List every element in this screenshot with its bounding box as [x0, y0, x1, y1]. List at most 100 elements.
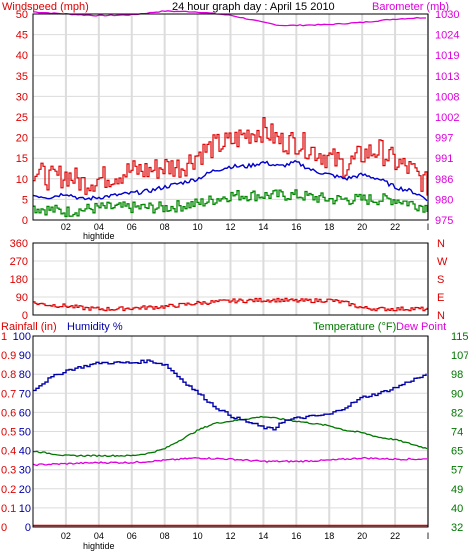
- windspeed-tick-label: 10: [16, 174, 28, 186]
- humidity-tick-label: 40: [19, 446, 31, 458]
- humidity-tick-label: 70: [19, 388, 31, 400]
- direction-line: [33, 297, 428, 312]
- x-tick-label: 08: [160, 222, 170, 232]
- panel-humidity-temperature-frame: [32, 335, 429, 528]
- barometer-tick-label: 991: [435, 153, 453, 165]
- compass-tick-label: S: [437, 274, 444, 286]
- x-tick-label: 16: [291, 531, 301, 541]
- barometer-tick-label: 975: [435, 215, 453, 227]
- x-tick-label: I: [427, 531, 430, 541]
- temperature-tick-label: 49: [451, 484, 463, 496]
- barometer-tick-label: 986: [435, 174, 453, 186]
- direction-tick-label: 90: [16, 292, 28, 304]
- barometer-tick-label: 1030: [435, 9, 459, 21]
- windspeed-tick-label: 20: [16, 133, 28, 145]
- compass-tick-label: N: [437, 238, 445, 250]
- barometer-tick-label: 1002: [435, 112, 459, 124]
- temperature-tick-label: 107: [451, 350, 468, 362]
- temperature-axis-label: Temperature (°F): [313, 321, 396, 333]
- x-tick-label: I: [427, 222, 430, 232]
- direction-tick-label: 0: [22, 310, 28, 322]
- x-tick-label: 20: [357, 531, 367, 541]
- x-tick-label: 04: [94, 222, 104, 232]
- x-tick-label: 16: [291, 222, 301, 232]
- x-tick-label: 18: [324, 531, 334, 541]
- humidity-tick-label: 20: [19, 484, 31, 496]
- rainfall-axis-label: Rainfall (in): [1, 321, 57, 333]
- temperature-tick-label: 90: [451, 388, 463, 400]
- humidity-tick-label: 60: [19, 407, 31, 419]
- humidity-tick-label: 0: [25, 522, 31, 534]
- x-tick-label: 04: [94, 531, 104, 541]
- humidity-tick-label: 100: [13, 331, 31, 343]
- temperature-tick-label: 32: [451, 522, 463, 534]
- rainfall-tick-label: 0.1: [1, 503, 16, 515]
- rainfall-tick-label: 0.5: [1, 427, 16, 439]
- hightide-label-bottom: hightide: [83, 541, 115, 551]
- humidity-tick-label: 10: [19, 503, 31, 515]
- humidity-tick-label: 50: [19, 427, 31, 439]
- x-tick-label: 08: [160, 531, 170, 541]
- barometer-line: [32, 10, 426, 27]
- barometer-tick-label: 980: [435, 194, 453, 206]
- windspeed-tick-label: 30: [16, 91, 28, 103]
- compass-tick-label: N: [437, 310, 445, 322]
- rainfall-tick-label: 1: [1, 331, 7, 343]
- temperature-tick-label: 98: [451, 369, 463, 381]
- hightide-label-top: hightide: [83, 231, 115, 241]
- humidity-tick-label: 80: [19, 369, 31, 381]
- x-tick-label: 06: [127, 531, 137, 541]
- temperature-line: [33, 415, 428, 458]
- x-tick-label: 14: [258, 531, 268, 541]
- humidity-tick-label: 30: [19, 465, 31, 477]
- panel-wind-direction-frame: [32, 242, 429, 316]
- compass-tick-label: W: [437, 256, 448, 268]
- humidity-tick-label: 90: [19, 350, 31, 362]
- panel-wind-barometer-frame: [32, 13, 429, 221]
- temperature-tick-label: 65: [451, 446, 463, 458]
- windspeed-tick-label: 0: [22, 215, 28, 227]
- rainfall-tick-label: 0.3: [1, 465, 16, 477]
- x-tick-label: 02: [61, 531, 71, 541]
- rainfall-tick-label: 0: [1, 522, 7, 534]
- barometer-tick-label: 997: [435, 133, 453, 145]
- chart-title: 24 hour graph day : April 15 2010: [172, 1, 335, 13]
- direction-tick-label: 270: [10, 256, 28, 268]
- x-tick-label: 10: [193, 531, 203, 541]
- windspeed-tick-label: 45: [16, 30, 28, 42]
- barometer-axis-label: Barometer (mb): [372, 1, 449, 13]
- x-tick-label: 10: [193, 222, 203, 232]
- dewpoint-axis-label: Dew Point: [396, 321, 446, 333]
- windspeed-tick-label: 15: [16, 153, 28, 165]
- x-tick-label: 18: [324, 222, 334, 232]
- x-tick-label: 12: [225, 222, 235, 232]
- humidity-line: [33, 359, 427, 431]
- barometer-tick-label: 1013: [435, 71, 459, 83]
- x-tick-label: 22: [390, 531, 400, 541]
- rainfall-tick-label: 0.4: [1, 446, 16, 458]
- chart-marks: 02 04 06 08 10 12 14 16 18 20 22 I02 04 06 08 10 12 14 16 1…: [1, 9, 468, 541]
- humidity-axis-label: Humidity %: [67, 321, 123, 333]
- direction-tick-label: 360: [10, 238, 28, 250]
- windspeed-tick-label: 5: [22, 194, 28, 206]
- direction-tick-label: 180: [10, 274, 28, 286]
- windspeed-tick-label: 25: [16, 112, 28, 124]
- rainfall-tick-label: 0.2: [1, 484, 16, 496]
- x-tick-label: 20: [357, 222, 367, 232]
- temperature-tick-label: 40: [451, 503, 463, 515]
- temperature-tick-label: 115: [451, 331, 468, 343]
- dewpoint-line: [32, 456, 427, 467]
- temperature-tick-label: 74: [451, 427, 463, 439]
- barometer-tick-label: 1024: [435, 30, 459, 42]
- avg-wind-line: [32, 159, 428, 202]
- min-wind-line: [33, 189, 428, 218]
- temperature-tick-label: 82: [451, 407, 463, 419]
- barometer-tick-label: 1008: [435, 91, 459, 103]
- windspeed-tick-label: 50: [16, 9, 28, 21]
- x-tick-label: 12: [225, 531, 235, 541]
- compass-tick-label: E: [437, 292, 444, 304]
- barometer-tick-label: 1019: [435, 50, 459, 62]
- x-tick-label: 22: [390, 222, 400, 232]
